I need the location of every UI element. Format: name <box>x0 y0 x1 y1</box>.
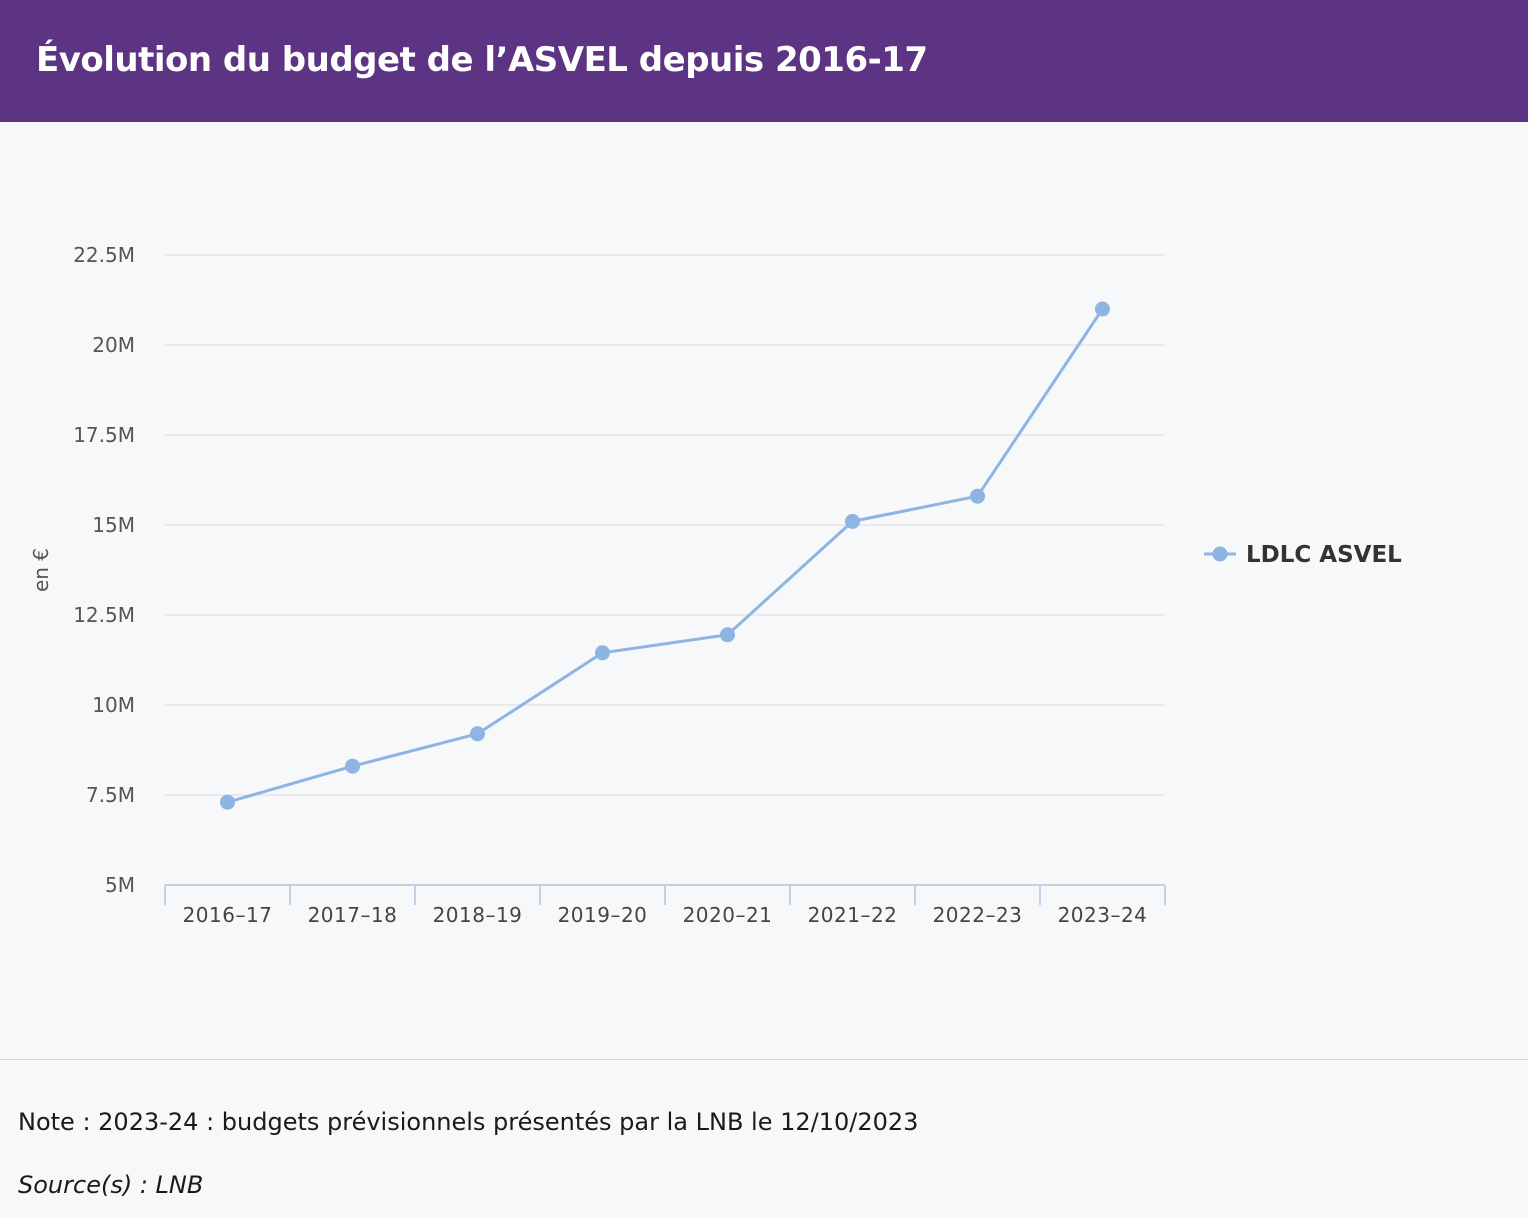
series-layer <box>220 301 1110 810</box>
x-tick-label: 2018–19 <box>433 903 523 927</box>
y-axis-ticks: 5M 7.5M 10M 12.5M 15M 17.5M 20M 22.5M <box>73 243 135 897</box>
data-point[interactable] <box>345 758 360 774</box>
chart-note: Note : 2023-24 : budgets prévisionnels p… <box>18 1108 919 1136</box>
y-tick-label: 20M <box>92 333 135 357</box>
footer-divider <box>0 1059 1528 1060</box>
y-tick-label: 15M <box>92 513 135 537</box>
data-point[interactable] <box>970 488 985 504</box>
y-tick-label: 10M <box>92 693 135 717</box>
data-point[interactable] <box>845 513 860 529</box>
x-tick-label: 2022–23 <box>933 903 1023 927</box>
series-line <box>227 308 1104 804</box>
x-tick-label: 2019–20 <box>558 903 648 927</box>
data-point[interactable] <box>470 726 485 742</box>
chart-title: Évolution du budget de l’ASVEL depuis 20… <box>36 40 928 80</box>
x-tick-label: 2021–22 <box>808 903 898 927</box>
data-point[interactable] <box>720 627 735 643</box>
y-axis-label: en € <box>29 548 53 592</box>
y-tick-label: 5M <box>105 873 135 897</box>
chart-area: 5M 7.5M 10M 12.5M 15M 17.5M 20M 22.5M 2016–17 20… <box>0 122 1528 1060</box>
x-axis: 2016–17 2017–18 2018–19 2019–20 2020–21 2021–… <box>164 884 1166 927</box>
data-point[interactable] <box>220 794 235 810</box>
legend-marker <box>1212 546 1228 562</box>
chart-source: Source(s) : LNB <box>18 1171 204 1199</box>
y-tick-label: 17.5M <box>73 423 135 447</box>
chart-header: Évolution du budget de l’ASVEL depuis 20… <box>0 0 1528 122</box>
x-tick-label: 2020–21 <box>683 903 773 927</box>
legend[interactable]: LDLC ASVEL <box>1204 542 1402 568</box>
y-tick-label: 12.5M <box>73 603 135 627</box>
grid-lines <box>165 254 1165 796</box>
y-tick-label: 7.5M <box>86 783 135 807</box>
y-tick-label: 22.5M <box>73 243 135 267</box>
x-tick-label: 2016–17 <box>183 903 273 927</box>
data-point[interactable] <box>1095 301 1110 317</box>
x-tick-label: 2023–24 <box>1058 903 1148 927</box>
data-point[interactable] <box>595 645 610 661</box>
legend-label[interactable]: LDLC ASVEL <box>1246 542 1402 568</box>
x-tick-label: 2017–18 <box>308 903 398 927</box>
